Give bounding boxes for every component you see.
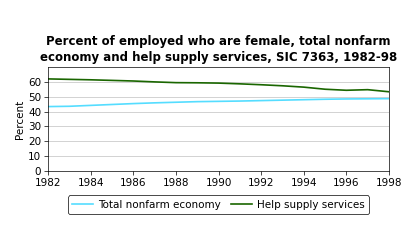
- Title: Percent of employed who are female, total nonfarm
economy and help supply servic: Percent of employed who are female, tota…: [40, 35, 397, 64]
- Total nonfarm economy: [259, 99, 263, 102]
- Total nonfarm economy: [237, 100, 242, 103]
- Help supply services: [67, 78, 72, 81]
- Help supply services: [301, 86, 306, 89]
- Total nonfarm economy: [67, 105, 72, 108]
- Help supply services: [237, 82, 242, 85]
- Line: Total nonfarm economy: Total nonfarm economy: [48, 99, 389, 107]
- Total nonfarm economy: [216, 100, 221, 103]
- Total nonfarm economy: [195, 100, 200, 103]
- Help supply services: [195, 81, 200, 84]
- Help supply services: [131, 79, 136, 82]
- Help supply services: [365, 88, 370, 91]
- Help supply services: [259, 83, 263, 86]
- Y-axis label: Percent: Percent: [15, 99, 25, 139]
- Help supply services: [344, 89, 349, 92]
- Total nonfarm economy: [323, 98, 328, 101]
- Help supply services: [387, 90, 391, 93]
- Total nonfarm economy: [301, 98, 306, 101]
- Help supply services: [109, 79, 114, 82]
- Help supply services: [323, 88, 328, 91]
- Legend: Total nonfarm economy, Help supply services: Total nonfarm economy, Help supply servi…: [68, 195, 369, 214]
- Help supply services: [88, 78, 93, 81]
- Total nonfarm economy: [387, 97, 391, 100]
- Total nonfarm economy: [46, 105, 51, 108]
- Total nonfarm economy: [109, 103, 114, 106]
- Help supply services: [174, 81, 178, 84]
- Help supply services: [46, 78, 51, 80]
- Total nonfarm economy: [280, 99, 285, 102]
- Total nonfarm economy: [365, 97, 370, 100]
- Total nonfarm economy: [88, 104, 93, 107]
- Help supply services: [152, 80, 157, 83]
- Total nonfarm economy: [152, 101, 157, 104]
- Total nonfarm economy: [174, 101, 178, 104]
- Total nonfarm economy: [131, 102, 136, 105]
- Help supply services: [216, 82, 221, 84]
- Total nonfarm economy: [344, 98, 349, 100]
- Help supply services: [280, 84, 285, 87]
- Line: Help supply services: Help supply services: [48, 79, 389, 92]
